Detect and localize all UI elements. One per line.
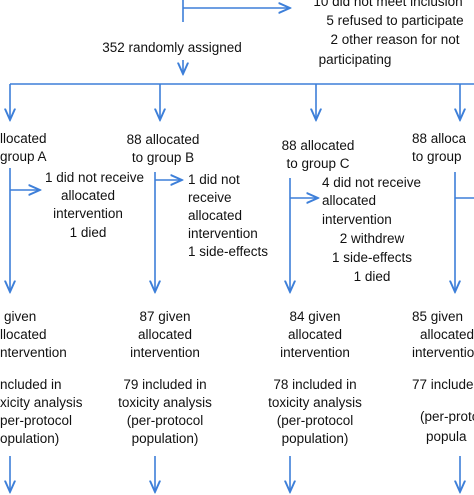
allocation-text: to group B — [132, 150, 194, 165]
exclusion-text: participating — [319, 52, 392, 67]
given-text: intervention — [412, 345, 474, 360]
loss-text: 4 did not receive — [322, 175, 421, 190]
randomized-text: 352 randomly assigned — [102, 40, 242, 55]
loss-text: 1 did not — [188, 172, 240, 187]
given-text: given — [4, 309, 36, 324]
given-text: 85 given — [412, 309, 463, 324]
loss-text: allocated — [322, 193, 376, 208]
analysis-text: (per-protocol — [277, 413, 354, 428]
given-text: ntervention — [0, 345, 67, 360]
loss-text: allocated — [188, 208, 242, 223]
given-text: 87 given — [139, 309, 190, 324]
analysis-text: popula — [426, 429, 467, 444]
loss-text: receive — [188, 190, 232, 205]
allocation-text: 88 allocated — [282, 138, 355, 153]
analysis-text: opulation) — [0, 431, 59, 446]
texts: 10 did not meet inclusion 5 refused to pa… — [0, 0, 474, 446]
loss-text: allocated — [61, 188, 115, 203]
loss-text: 1 side-effects — [188, 244, 268, 259]
connectors — [10, 0, 474, 492]
analysis-text: population) — [132, 431, 199, 446]
given-text: intervention — [130, 345, 200, 360]
allocation-text: 88 alloca — [412, 131, 467, 146]
loss-text: intervention — [322, 212, 392, 227]
analysis-text: xicity analysis — [0, 395, 83, 410]
exclusion-text: 10 did not meet inclusion — [313, 0, 462, 9]
loss-text: 1 did not receive — [45, 170, 144, 185]
analysis-text: (per-protocol — [127, 413, 204, 428]
analysis-text: (per-proto — [420, 409, 474, 424]
allocation-text: to group C — [286, 156, 349, 171]
given-text: llocated — [0, 327, 47, 342]
allocation-text: to group — [412, 149, 462, 164]
analysis-text: 79 included in — [123, 377, 206, 392]
given-text: 84 given — [289, 309, 340, 324]
loss-text: intervention — [53, 206, 123, 221]
given-text: intervention — [280, 345, 350, 360]
analysis-text: toxicity analysis — [268, 395, 362, 410]
analysis-text: per-protocol — [0, 413, 72, 428]
analysis-text: population) — [282, 431, 349, 446]
exclusion-text: 5 refused to participate — [326, 13, 463, 28]
allocation-text: group A — [0, 149, 47, 164]
analysis-text: toxicity analysis — [118, 395, 212, 410]
exclusion-text: 2 other reason for not — [330, 32, 459, 47]
loss-text: 2 withdrew — [340, 231, 405, 246]
loss-text: 1 died — [70, 225, 107, 240]
allocation-text: 88 allocated — [127, 132, 200, 147]
analysis-text: 77 include — [412, 377, 474, 392]
loss-text: 1 died — [354, 269, 391, 284]
allocation-text: llocated — [0, 131, 47, 146]
loss-text: 1 side-effects — [332, 250, 412, 265]
loss-text: intervention — [188, 226, 258, 241]
analysis-text: ncluded in — [0, 377, 62, 392]
given-text: allocated — [420, 327, 474, 342]
analysis-text: 78 included in — [273, 377, 356, 392]
given-text: allocated — [138, 327, 192, 342]
given-text: allocated — [288, 327, 342, 342]
